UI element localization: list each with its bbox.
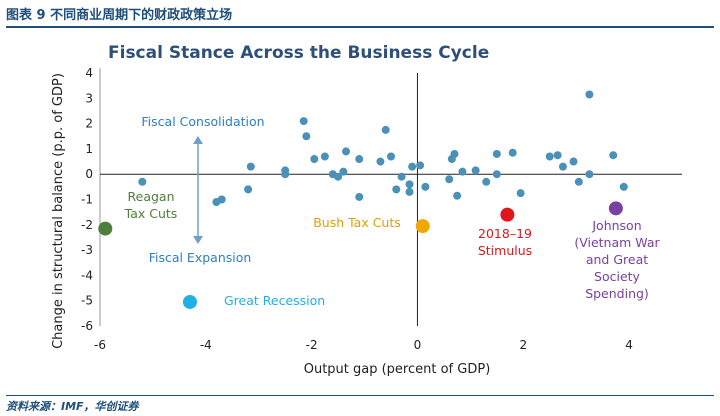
x-tick-label: 0 <box>414 338 422 352</box>
arrow-head-up <box>193 136 203 144</box>
y-tick-label: 4 <box>85 66 93 80</box>
y-tick-label: -5 <box>81 294 93 308</box>
data-point <box>558 162 567 171</box>
x-tick-label: 2 <box>519 338 527 352</box>
chart-title: Fiscal Stance Across the Business Cycle <box>108 43 489 63</box>
data-point <box>482 177 491 186</box>
data-point <box>453 191 462 200</box>
data-point <box>334 172 343 181</box>
data-points <box>98 90 628 309</box>
y-tick-label: -4 <box>81 268 93 282</box>
data-point <box>450 149 459 158</box>
data-point <box>138 177 147 186</box>
y-axis-label: Change in structural balance (p.p. of GD… <box>51 73 66 349</box>
annotation-line: 2018–19 <box>478 226 532 241</box>
y-tick-label: 3 <box>85 91 93 105</box>
data-point <box>492 149 501 158</box>
data-point <box>310 155 319 164</box>
annotation-line: Stimulus <box>478 243 532 258</box>
y-tick-label: 0 <box>85 167 93 181</box>
annotation-line: Tax Cuts <box>124 206 178 221</box>
annotation-recession: Great Recession <box>224 293 325 308</box>
figure-title: 图表 9 不同商业周期下的财政政策立场 <box>6 8 233 23</box>
data-point <box>244 185 253 194</box>
data-point <box>619 182 628 191</box>
data-point <box>609 151 618 160</box>
data-point <box>355 155 364 164</box>
data-point <box>342 147 351 156</box>
data-point <box>471 166 480 175</box>
zero-lines <box>100 73 682 326</box>
annotation-reagan: Reagan Tax Cuts <box>124 189 178 221</box>
y-tick-label: -6 <box>81 319 93 333</box>
data-point <box>405 187 414 196</box>
annotation-line: (Vietnam War <box>574 235 660 250</box>
data-point <box>392 185 401 194</box>
annotation-bush: Bush Tax Cuts <box>313 215 401 230</box>
arrow-head-down <box>193 236 203 244</box>
data-point <box>516 189 525 198</box>
annotation-stimulus: 2018–19 Stimulus <box>478 226 532 258</box>
data-point <box>585 90 594 99</box>
annotations: Fiscal Consolidation Fiscal Expansion Reag… <box>124 114 661 308</box>
data-point <box>281 170 290 179</box>
y-tick-label: 1 <box>85 142 93 156</box>
annotation-line: Spending) <box>585 286 649 301</box>
data-point <box>355 192 364 201</box>
data-point <box>545 152 554 161</box>
data-point <box>302 132 311 141</box>
x-tick-label: -6 <box>94 338 106 352</box>
x-tick-label: -4 <box>200 338 212 352</box>
data-point <box>408 162 417 171</box>
annotation-line: Johnson <box>591 218 641 233</box>
y-tick-label: -2 <box>81 218 93 232</box>
y-tick-label: -3 <box>81 243 93 257</box>
data-point <box>421 182 430 191</box>
tick-labels: 4 3 2 1 0 -1 -2 -3 -4 -5 -6-6 -4 -2 0 2 4 <box>81 66 633 352</box>
data-point <box>585 170 594 179</box>
direction-arrow <box>193 136 203 244</box>
data-point <box>574 177 583 186</box>
data-point <box>445 175 454 184</box>
data-point <box>569 157 578 166</box>
annotation-line: Reagan <box>128 189 175 204</box>
highlight-point <box>182 294 197 309</box>
data-point <box>339 167 348 176</box>
data-point <box>492 170 501 179</box>
y-tick-label: -1 <box>81 193 93 207</box>
x-tick-label: -2 <box>306 338 318 352</box>
data-point <box>376 157 385 166</box>
data-point <box>508 148 517 157</box>
highlight-point <box>500 207 515 222</box>
data-point <box>217 195 226 204</box>
title-rule <box>6 26 714 28</box>
highlight-point <box>98 221 113 236</box>
data-point <box>405 180 414 189</box>
y-tick-label: 2 <box>85 117 93 131</box>
data-point <box>458 167 467 176</box>
data-point <box>246 162 255 171</box>
source-note: 资料来源：IMF，华创证券 <box>6 400 139 413</box>
annotation-expansion: Fiscal Expansion <box>149 250 252 265</box>
data-point <box>416 161 425 170</box>
source-rule <box>6 395 714 396</box>
highlight-point <box>608 201 623 216</box>
data-point <box>299 117 308 126</box>
data-point <box>320 152 329 161</box>
highlight-point <box>415 219 430 234</box>
annotation-johnson: Johnson (Vietnam War and Great Society Spend… <box>574 218 660 301</box>
annotation-line: and Great <box>586 252 648 267</box>
data-point <box>381 125 390 134</box>
data-point <box>553 151 562 160</box>
data-point <box>387 152 395 161</box>
x-axis-label: Output gap (percent of GDP) <box>304 362 491 377</box>
annotation-consolidation: Fiscal Consolidation <box>141 114 264 129</box>
data-point <box>397 172 406 181</box>
x-tick-label: 4 <box>625 338 633 352</box>
annotation-line: Society <box>594 269 641 284</box>
